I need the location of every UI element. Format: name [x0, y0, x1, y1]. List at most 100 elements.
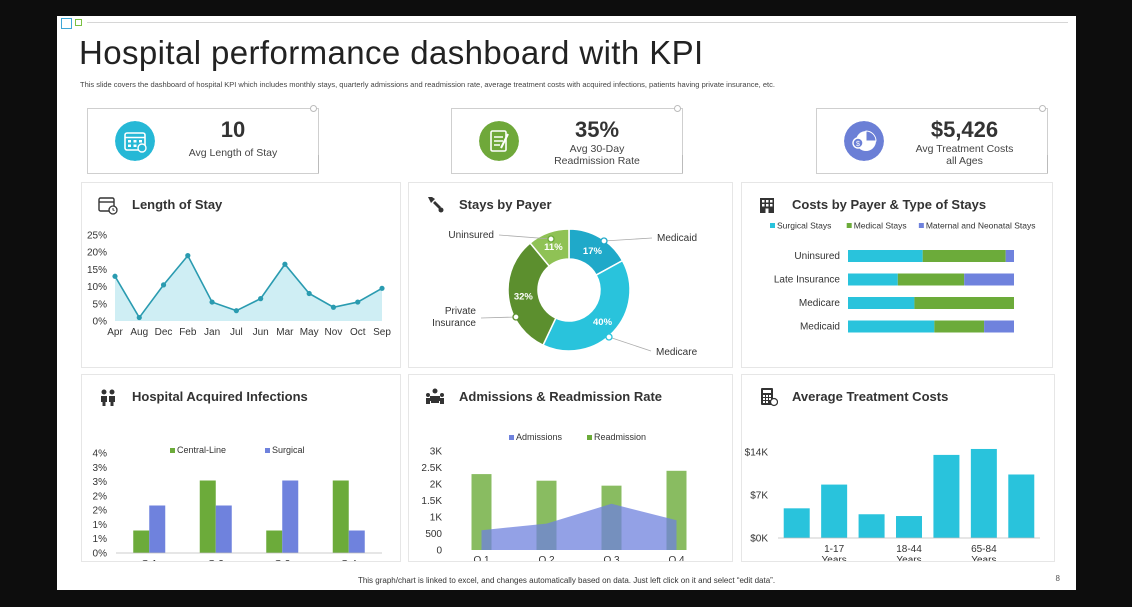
x-tick-label: Q 1	[473, 555, 490, 561]
svg-text:$: $	[856, 141, 860, 148]
bar	[133, 530, 150, 553]
admissions-chart[interactable]: 3K 2.5K 2K 1.5K 1K 500 0 Admissions Readmission Q…	[409, 375, 732, 561]
slide-corner-marker	[61, 18, 72, 29]
leader-line	[480, 316, 517, 319]
data-point	[233, 308, 239, 314]
y-tick-label: 2%	[93, 506, 108, 517]
bar	[199, 480, 216, 553]
stethoscope-icon	[428, 197, 444, 213]
kpi-label: Avg 30-Day Readmission Rate	[554, 143, 640, 167]
page-subtitle: This slide covers the dashboard of hospi…	[80, 80, 775, 89]
slice-value-label: 17%	[583, 246, 603, 257]
y-tick-label: 0	[436, 546, 442, 557]
legend-label: Medical Stays	[854, 221, 907, 231]
category-label: Medicare	[799, 298, 841, 309]
slice-name-label: Insurance	[432, 318, 476, 329]
panel-admissions: Admissions & Readmission Rate 3K 2.5K 2K 1.…	[408, 374, 733, 562]
legend-swatch	[587, 435, 592, 440]
slice-name-label: Medicare	[656, 347, 698, 358]
panel-title: Stays by Payer	[459, 197, 552, 212]
bar	[149, 505, 166, 553]
y-tick-label: 5%	[93, 299, 108, 310]
calendar-clock-icon	[98, 197, 118, 215]
y-tick-label: $14K	[745, 448, 769, 459]
costs-by-payer-chart[interactable]: Surgical Stays Medical Stays Maternal and …	[742, 183, 1052, 367]
kpi-value: $5,426	[930, 117, 999, 142]
footer-note: This graph/chart is linked to excel, and…	[357, 576, 776, 585]
kpi-card-readmission-rate[interactable]: 35% Avg 30-Day Readmission Rate	[451, 105, 683, 174]
leader-dot	[547, 235, 555, 243]
slice-name-label: Medicaid	[657, 233, 697, 244]
series-line	[114, 254, 383, 320]
legend-swatch	[509, 435, 514, 440]
x-tick-label: Nov	[325, 327, 343, 338]
bar-segment	[848, 297, 915, 309]
bar-segment	[914, 297, 1014, 309]
legend-swatch	[770, 223, 775, 228]
legend-swatch	[918, 223, 924, 228]
x-tick-label: Q 1	[141, 559, 158, 561]
x-tick-label: Q 2	[208, 559, 225, 561]
y-tick-label: 4%	[93, 449, 108, 460]
slice-value-label: 11%	[544, 242, 563, 253]
panel-treatment-costs: Average Treatment Costs $14K $7K $0K 1-17 Ye…	[741, 374, 1055, 562]
y-tick-label: 20%	[87, 248, 107, 259]
bar	[1008, 474, 1035, 538]
bar-segment	[848, 273, 898, 286]
kpi-label: Avg Treatment Costs all Ages	[915, 143, 1014, 167]
bar	[970, 448, 997, 538]
legend-label: Admissions	[516, 432, 563, 442]
slice-name-label: Private	[445, 306, 477, 317]
legend-swatch	[265, 448, 270, 453]
bar	[215, 505, 232, 553]
y-tick-label: 1%	[93, 520, 108, 531]
slide: Hospital performance dashboard with KPI …	[57, 16, 1076, 590]
x-tick-label: Jun	[253, 327, 269, 338]
calculator-icon	[761, 388, 778, 407]
x-tick-label: Q 2	[538, 555, 555, 561]
y-tick-label: $0K	[750, 534, 768, 545]
data-point	[209, 299, 215, 305]
people-icon	[101, 389, 115, 406]
calendar-icon	[115, 121, 155, 161]
y-tick-label: 3%	[93, 477, 108, 488]
pie-slice	[507, 241, 557, 347]
stays-by-payer-chart[interactable]: 17% 40% 32% 11% Uninsured Medicaid PrivateInsu…	[409, 183, 732, 367]
x-tick-label: Years	[822, 555, 847, 561]
x-tick-label: 1-17	[824, 544, 844, 555]
bar-segment	[848, 320, 935, 333]
length-of-stay-chart[interactable]: 25% 20% 15% 10% 5% 0%Apr Aug Dec Feb Jan Jul Jun Mar…	[82, 183, 400, 367]
leader-line	[498, 234, 552, 240]
y-tick-label: 25%	[87, 231, 107, 242]
data-point	[379, 285, 385, 291]
x-tick-label: Jul	[230, 327, 243, 338]
y-tick-label: 3%	[93, 463, 108, 474]
panel-title: Average Treatment Costs	[792, 389, 949, 404]
money-pie-icon: $	[844, 121, 884, 161]
leader-dot	[605, 333, 613, 341]
x-tick-label: Apr	[107, 327, 123, 338]
meeting-icon	[426, 388, 444, 404]
kpi-value: 35%	[574, 117, 620, 142]
kpi-card-treatment-costs[interactable]: $ $5,426 Avg Treatment Costs all Ages	[816, 105, 1048, 174]
legend-label: Readmission	[594, 432, 646, 442]
x-tick-label: 18-44	[896, 544, 922, 555]
infections-chart[interactable]: 4% 3% 3% 2% 2% 1% 1% 0% Central-Line Surgical Q 1 Q…	[82, 375, 400, 561]
y-tick-label: 2%	[93, 491, 108, 502]
legend-label: Surgical	[272, 445, 305, 455]
leader-dot	[600, 237, 608, 245]
leader-line	[603, 237, 653, 242]
legend-label: Surgical Stays	[777, 221, 831, 231]
bar-segment	[848, 250, 923, 262]
data-point	[355, 299, 361, 305]
x-tick-label: Aug	[130, 327, 148, 338]
leader-dot	[512, 313, 520, 321]
data-point	[330, 304, 337, 310]
y-tick-label: 2K	[430, 480, 443, 491]
bar	[858, 514, 885, 538]
data-point	[306, 290, 312, 297]
y-tick-label: 500	[425, 529, 442, 540]
x-tick-label: Oct	[350, 327, 366, 338]
kpi-card-length-of-stay[interactable]: 10 Avg Length of Stay	[87, 105, 319, 174]
